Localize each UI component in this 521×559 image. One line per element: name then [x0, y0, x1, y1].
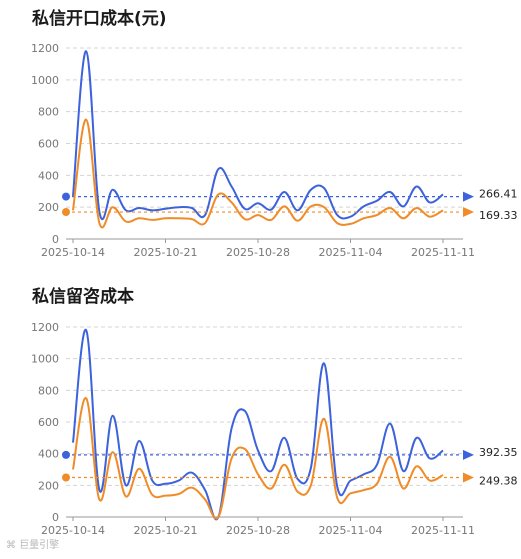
chart-title: 私信开口成本(元) — [32, 9, 167, 29]
y-tick-label: 1200 — [31, 321, 59, 334]
chart-svg: 0 200 400 600 800 1000 1200 2025-10-14 2025-10-2… — [31, 321, 518, 537]
watermark-logo: ⌘ 巨量引擎 — [6, 536, 59, 551]
x-tick-label: 2025-10-14 — [41, 246, 105, 259]
average-marker-dot — [62, 192, 70, 201]
x-tick-label: 2025-10-21 — [134, 246, 198, 259]
y-tick-label: 1200 — [31, 42, 59, 55]
x-tick-label: 2025-11-04 — [319, 524, 383, 537]
average-label: 169.33 — [479, 209, 518, 222]
average-arrow — [463, 472, 474, 483]
average-arrow — [463, 191, 474, 202]
y-tick-label: 800 — [38, 384, 59, 397]
y-tick-label: 200 — [38, 201, 59, 214]
x-tick-label: 2025-11-11 — [411, 524, 475, 537]
watermark-text: 巨量引擎 — [19, 540, 60, 551]
series-line — [72, 118, 444, 229]
y-tick-label: 0 — [52, 511, 59, 524]
y-tick-label: 1000 — [31, 74, 59, 87]
x-tick-label: 2025-10-21 — [134, 524, 198, 537]
x-tick-label: 2025-11-11 — [411, 246, 475, 259]
x-tick-label: 2025-10-28 — [226, 246, 290, 259]
x-tick-label: 2025-10-14 — [41, 524, 105, 537]
average-marker-dot — [62, 208, 70, 217]
average-marker-dot — [62, 473, 70, 482]
y-tick-label: 400 — [38, 448, 59, 461]
average-label: 266.41 — [479, 188, 518, 201]
average-arrow — [463, 207, 474, 218]
average-label: 249.38 — [479, 475, 518, 488]
watermark-icon: ⌘ — [6, 540, 16, 551]
average-label: 392.35 — [479, 446, 518, 459]
y-tick-label: 400 — [38, 169, 59, 182]
chart-svg: 0 200 400 600 800 1000 1200 2025-10-14 2025-10-2… — [31, 42, 518, 259]
x-tick-label: 2025-11-04 — [319, 246, 383, 259]
y-tick-label: 600 — [38, 416, 59, 429]
series-line — [72, 329, 444, 521]
y-tick-label: 600 — [38, 138, 59, 151]
average-marker-dot — [62, 450, 70, 459]
y-tick-label: 1000 — [31, 353, 59, 366]
chart-open-cost: 私信开口成本(元) 0 200 400 600 800 1000 1200 2025-10-1… — [0, 0, 521, 275]
y-tick-label: 800 — [38, 106, 59, 119]
series-line — [72, 397, 444, 520]
series-line — [72, 50, 444, 221]
y-tick-label: 200 — [38, 479, 59, 492]
average-arrow — [463, 449, 474, 460]
x-tick-label: 2025-10-28 — [226, 524, 290, 537]
chart-consult-cost: 私信留咨成本 0 200 400 600 800 1000 1200 2025-10-14 20… — [0, 275, 521, 555]
chart-title: 私信留咨成本 — [32, 287, 134, 307]
y-tick-label: 0 — [52, 233, 59, 246]
